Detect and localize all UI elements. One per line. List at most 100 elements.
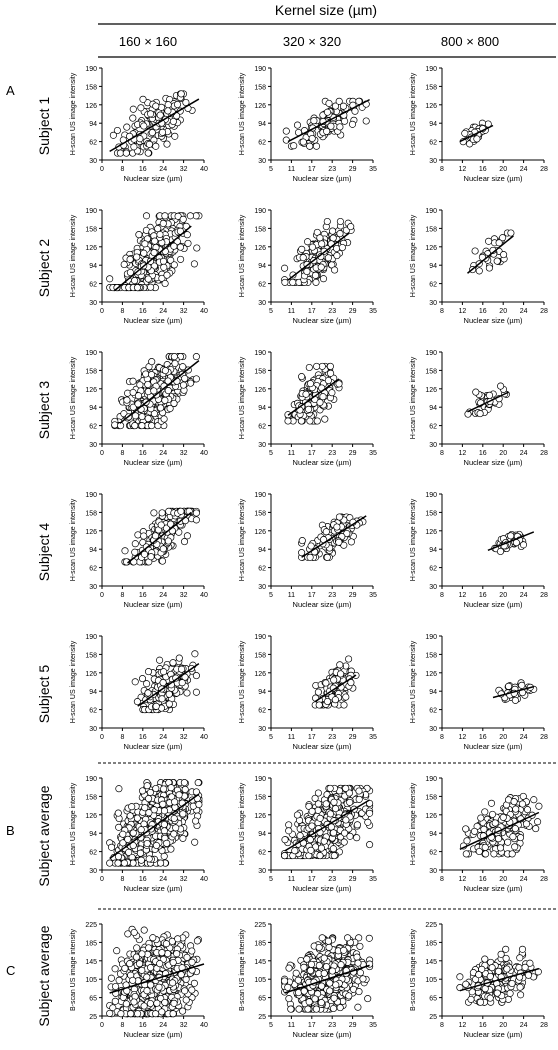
y-tick-label: 62 xyxy=(258,424,266,431)
x-tick-label: 24 xyxy=(520,166,528,173)
x-tick-label: 20 xyxy=(499,592,507,599)
data-point xyxy=(337,670,345,678)
data-point xyxy=(312,142,321,150)
row-label-subject-4: Subject 4 xyxy=(36,523,52,582)
x-tick-label: 23 xyxy=(328,734,336,741)
data-point xyxy=(516,834,525,842)
data-point xyxy=(187,379,195,387)
y-tick-label: 30 xyxy=(89,584,97,591)
data-point xyxy=(336,217,344,226)
x-axis-label: Nuclear size (µm) xyxy=(464,458,523,467)
data-point xyxy=(311,271,320,279)
y-tick-label: 126 xyxy=(425,387,437,394)
data-point xyxy=(496,844,505,852)
data-point xyxy=(336,123,344,131)
data-point xyxy=(317,844,326,852)
data-point xyxy=(481,808,489,816)
x-tick-label: 23 xyxy=(328,592,336,599)
data-point xyxy=(462,850,470,858)
data-point xyxy=(188,958,196,966)
x-axis-label: Nuclear size (µm) xyxy=(293,174,352,183)
data-point xyxy=(477,814,485,822)
y-tick-label: 30 xyxy=(429,158,437,165)
data-point xyxy=(136,849,144,857)
y-tick-label: 94 xyxy=(429,689,437,696)
data-point xyxy=(488,810,497,818)
x-tick-label: 11 xyxy=(288,450,295,457)
data-points xyxy=(281,217,355,286)
y-axis-label: H-scan US image intensity xyxy=(410,214,417,297)
y-tick-label: 158 xyxy=(425,510,437,517)
x-tick-label: 20 xyxy=(499,308,507,315)
y-tick-label: 126 xyxy=(85,103,97,110)
data-point xyxy=(330,798,338,806)
data-point xyxy=(148,358,156,366)
panel-label-a: A xyxy=(6,83,15,98)
data-point xyxy=(111,421,119,429)
data-point xyxy=(114,809,122,817)
y-tick-label: 30 xyxy=(258,868,266,875)
data-point xyxy=(186,212,194,220)
data-point xyxy=(342,816,350,824)
y-tick-label: 126 xyxy=(254,387,266,394)
data-point xyxy=(303,267,311,276)
y-tick-label: 190 xyxy=(254,634,266,641)
data-point xyxy=(109,131,117,139)
data-point xyxy=(146,788,154,797)
data-point xyxy=(138,787,147,795)
y-tick-label: 158 xyxy=(85,510,97,517)
data-point xyxy=(159,219,167,228)
y-tick-label: 158 xyxy=(85,84,97,91)
row-label-subject-5: Subject 5 xyxy=(36,665,52,724)
data-point xyxy=(126,255,134,263)
x-tick-label: 28 xyxy=(540,308,548,315)
data-point xyxy=(164,537,172,545)
x-tick-label: 16 xyxy=(479,876,487,883)
y-tick-label: 190 xyxy=(254,350,266,357)
y-tick-label: 185 xyxy=(85,940,97,947)
y-tick-label: 158 xyxy=(254,794,266,801)
data-point xyxy=(313,362,321,370)
data-points xyxy=(491,530,528,556)
x-tick-label: 0 xyxy=(100,876,104,883)
y-tick-label: 94 xyxy=(89,689,97,696)
y-axis-label: B-scan US image intensity xyxy=(70,928,77,1011)
x-tick-label: 23 xyxy=(328,450,336,457)
data-point xyxy=(171,359,179,368)
x-tick-label: 16 xyxy=(139,734,147,741)
y-tick-label: 94 xyxy=(89,547,97,554)
x-tick-label: 12 xyxy=(459,876,467,883)
data-point xyxy=(308,134,316,143)
y-tick-label: 94 xyxy=(258,831,266,838)
data-point xyxy=(159,800,167,808)
data-point xyxy=(158,509,166,517)
x-tick-label: 23 xyxy=(328,876,336,883)
y-axis-label: H-scan US image intensity xyxy=(70,356,77,439)
data-point xyxy=(298,373,306,381)
x-tick-label: 40 xyxy=(200,876,208,883)
data-point xyxy=(137,104,145,112)
y-tick-label: 126 xyxy=(254,245,266,252)
data-point xyxy=(181,785,189,794)
y-tick-label: 94 xyxy=(429,121,437,128)
y-tick-label: 30 xyxy=(89,726,97,733)
data-points xyxy=(111,353,200,430)
x-tick-label: 11 xyxy=(288,734,295,741)
data-point xyxy=(532,825,540,833)
x-tick-label: 24 xyxy=(520,592,528,599)
x-tick-label: 11 xyxy=(288,876,295,883)
y-tick-label: 158 xyxy=(85,652,97,659)
data-point xyxy=(164,950,172,958)
data-point xyxy=(511,825,519,833)
x-tick-label: 16 xyxy=(479,166,487,173)
x-tick-label: 8 xyxy=(120,592,124,599)
data-point xyxy=(156,111,164,119)
data-point xyxy=(140,1002,148,1010)
y-tick-label: 158 xyxy=(85,226,97,233)
x-tick-label: 24 xyxy=(159,450,167,457)
y-tick-label: 126 xyxy=(254,813,266,820)
x-tick-label: 11 xyxy=(288,166,295,173)
data-point xyxy=(160,827,168,835)
data-point xyxy=(281,852,289,860)
data-point xyxy=(160,820,168,829)
